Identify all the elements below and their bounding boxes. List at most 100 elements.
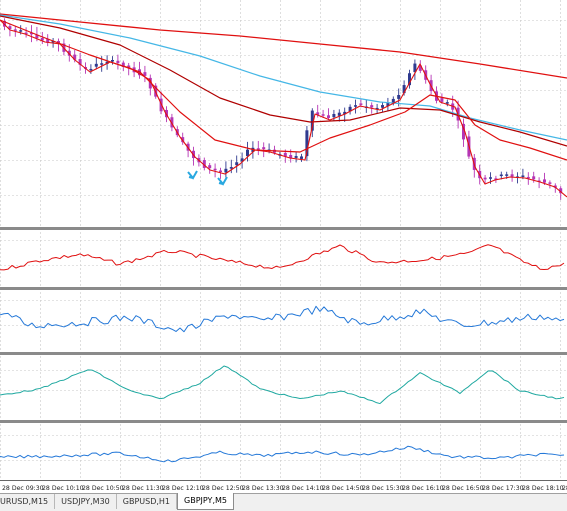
candle-body: [316, 112, 320, 115]
candle-body: [13, 29, 17, 31]
candle-body: [337, 112, 341, 116]
tab-usdjpy-m30[interactable]: USDJPY,M30: [55, 494, 117, 509]
candle-body: [51, 40, 55, 43]
candle-body: [381, 105, 384, 108]
candle-body: [499, 174, 503, 177]
time-axis-label: 28 Dec 16:50: [442, 485, 484, 492]
candle-body: [19, 30, 23, 32]
candle-body: [440, 98, 444, 102]
candle-body: [300, 156, 303, 159]
candle-body: [327, 115, 330, 118]
moving-average-blue: [0, 14, 567, 141]
candle-body: [543, 179, 546, 183]
candle-body: [181, 137, 185, 143]
candle-body: [121, 62, 125, 67]
time-axis-label: 28 Dec 15:30: [362, 485, 404, 492]
candle-body: [510, 174, 514, 177]
candle-body: [116, 60, 120, 64]
candle-body: [343, 111, 347, 115]
candle-body: [321, 114, 325, 116]
candle-body: [402, 85, 406, 94]
candle-body: [283, 152, 287, 157]
moving-average-fast: [0, 19, 567, 198]
pane-separator: [0, 287, 567, 290]
candle-body: [246, 149, 249, 157]
moving-average-dark: [0, 15, 567, 147]
candle-body: [73, 54, 77, 60]
candle-body: [386, 103, 390, 107]
pane-separators[interactable]: [0, 227, 567, 481]
candle-body: [202, 160, 206, 168]
candle-body: [224, 168, 228, 173]
candle-body: [100, 63, 104, 65]
candle-body: [391, 98, 395, 103]
time-axis-label: 28 Dec 09:30: [2, 485, 44, 492]
indicator-line-2: [0, 305, 565, 333]
chart-tab-bar: URUSD,M15 USDJPY,M30 GBPUSD,H1 GBPJPY,M5: [0, 493, 567, 511]
candle-body: [370, 105, 374, 108]
candle-body: [483, 177, 487, 180]
candle-body: [105, 61, 109, 64]
tab-gbpjpy-m5[interactable]: GBPJPY,M5: [177, 493, 234, 510]
candle-body: [208, 165, 212, 169]
candle-body: [170, 117, 174, 128]
time-axis-label: 28 Dec 10:50: [82, 485, 124, 492]
candle-body: [229, 167, 233, 169]
tab-gbpusd-h1[interactable]: GBPUSD,H1: [117, 494, 178, 509]
time-axis-label: 28 Dec 14:10: [282, 485, 324, 492]
candle-body: [413, 63, 417, 73]
candle-body: [289, 154, 293, 159]
candle-body: [505, 174, 509, 176]
time-axis-label: 28 Dec 17:30: [482, 485, 524, 492]
candle-body: [348, 106, 352, 112]
time-axis-label: 28 Dec 16:10: [402, 485, 444, 492]
candle-body: [89, 68, 93, 71]
candle-body: [148, 77, 152, 89]
time-axis-label: 28 Dec 18:5: [562, 485, 567, 492]
candle-body: [445, 102, 449, 104]
candle-body: [462, 123, 465, 140]
main-price-pane[interactable]: [0, 13, 567, 200]
candle-body: [111, 60, 114, 62]
candle-body: [548, 182, 552, 184]
candle-body: [127, 65, 131, 68]
pane-separator: [0, 352, 567, 355]
candle-body: [262, 147, 266, 150]
candle-body: [294, 156, 298, 158]
candle-body: [240, 158, 244, 162]
indicator-line-3: [0, 365, 565, 405]
candle-body: [30, 32, 33, 35]
time-axis-label: 28 Dec 13:30: [242, 485, 284, 492]
time-axis-label: 28 Dec 14:50: [322, 485, 364, 492]
candle-body: [235, 162, 239, 166]
tab-eurusd-m15[interactable]: URUSD,M15: [0, 494, 56, 509]
candle-body: [24, 32, 28, 35]
candle-body: [332, 113, 336, 118]
chart-area[interactable]: 28 Dec 09:30 28 Dec 10:10 28 Dec 10:50 28 D…: [0, 0, 567, 493]
candle-body: [213, 168, 217, 171]
candle-body: [35, 34, 39, 39]
candle-body: [521, 175, 525, 177]
candle-body: [143, 72, 147, 76]
candle-body: [494, 178, 498, 180]
moving-average-slow: [0, 13, 567, 79]
candle-body: [310, 110, 314, 131]
candle-body: [418, 65, 422, 71]
candle-body: [305, 130, 309, 157]
candle-body: [526, 176, 530, 179]
time-axis-label: 28 Dec 12:10: [162, 485, 204, 492]
signal-arrow-icon: [217, 176, 228, 186]
pane-separator: [0, 227, 567, 230]
indicator-panes[interactable]: [0, 244, 565, 463]
candle-body: [354, 105, 357, 107]
time-axis-label: 28 Dec 10:10: [42, 485, 84, 492]
candle-body: [8, 26, 12, 30]
time-axis-label: 28 Dec 18:10: [522, 485, 564, 492]
candle-body: [219, 170, 222, 173]
pane-separator: [0, 420, 567, 423]
candle-body: [375, 107, 379, 110]
candle-body: [489, 177, 492, 179]
indicator-line-1: [0, 244, 565, 271]
candle-body: [359, 103, 363, 105]
